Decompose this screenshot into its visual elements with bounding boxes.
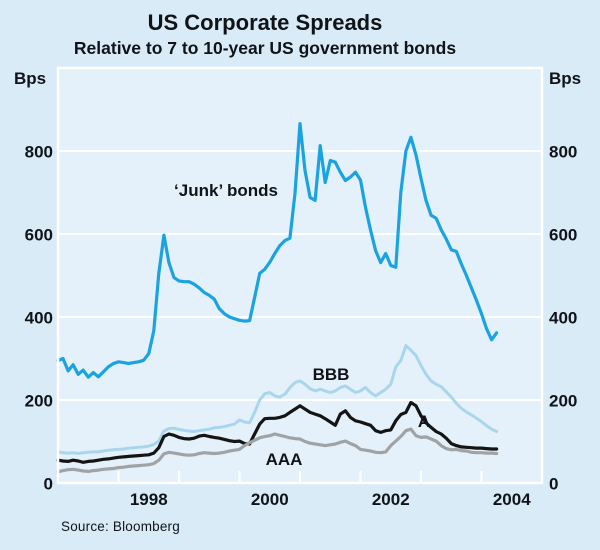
y-tick-label-0: 0: [44, 475, 53, 494]
series-label-junk-bonds: ‘Junk’ bonds: [174, 181, 278, 200]
line-series-0: [56, 121, 499, 379]
y-axis-unit-left: Bps: [14, 69, 46, 88]
y-tick-label-600: 600: [25, 226, 53, 245]
y-tick-label-800: 800: [549, 143, 577, 162]
y-tick-label-400: 400: [25, 309, 53, 328]
source-note: Source: Bloomberg: [61, 519, 180, 534]
y-tick-label-200: 200: [25, 392, 53, 411]
chart-subtitle: Relative to 7 to 10-year US government b…: [73, 38, 457, 58]
line-series-2: [56, 400, 499, 464]
y-tick-label-800: 800: [25, 143, 53, 162]
series-label-a: A: [418, 412, 430, 431]
series-label-aaa: AAA: [266, 450, 303, 469]
line-series-1: [56, 344, 499, 455]
y-tick-label-200: 200: [549, 392, 577, 411]
y-tick-label-400: 400: [549, 309, 577, 328]
y-axis-unit-right: Bps: [549, 69, 581, 88]
x-tick-label-1998: 1998: [130, 490, 168, 509]
line-series-3: [56, 427, 499, 474]
data-series: [56, 121, 499, 474]
series-label-bbb: BBB: [313, 365, 350, 384]
y-tick-labels-right: 0 200 400 600 800: [549, 143, 577, 494]
x-tick-label-2000: 2000: [251, 490, 289, 509]
y-tick-label-600: 600: [549, 226, 577, 245]
chart-title: US Corporate Spreads: [147, 10, 383, 35]
x-axis-ticks: [117, 471, 483, 483]
y-tick-label-0: 0: [549, 475, 558, 494]
x-tick-label-2004: 2004: [493, 490, 531, 509]
gridlines: [58, 150, 542, 401]
x-tick-label-2002: 2002: [372, 490, 410, 509]
y-tick-labels-left: 0 200 400 600 800: [25, 143, 53, 494]
x-tick-labels: 1998 2000 2002 2004: [130, 490, 531, 509]
plot-border: [56, 66, 544, 485]
